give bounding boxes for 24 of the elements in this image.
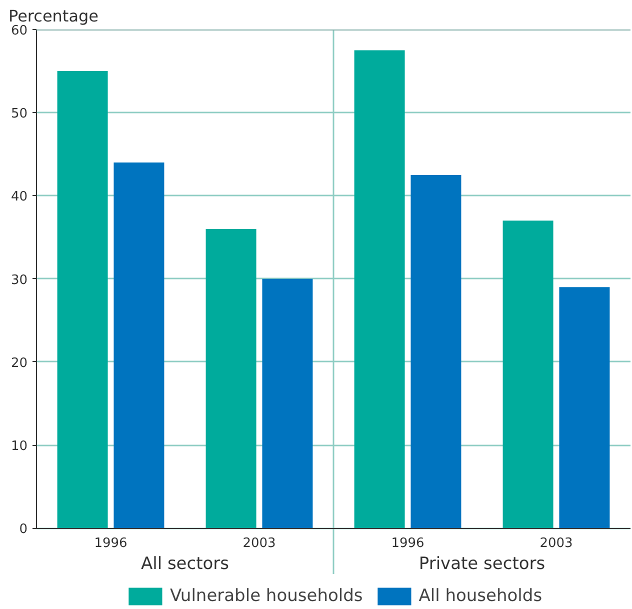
text: Private sectors [418,554,546,574]
bar [502,220,554,528]
y-tick-label: 50 [10,106,28,122]
y-tick-label: 60 [10,24,28,38]
y-tick-label: 30 [10,272,28,288]
y-tick-label: 20 [10,356,28,371]
bar [354,50,405,528]
y-tick-label: 10 [10,439,28,454]
y-tick-label: 0 [19,522,28,538]
legend-label: Vulnerable households [170,586,363,606]
y-tick-label: 40 [10,190,28,205]
bar [114,162,164,528]
bar [410,174,462,528]
y-axis-title: Percentage [8,6,99,26]
x-tick-label: 1996 [391,536,424,552]
x-tick-label: 2003 [242,536,276,552]
legend-label: All households [418,586,542,606]
x-tick-label: 2003 [540,536,573,552]
bar [559,287,610,528]
bar [262,278,313,528]
bar [57,71,108,528]
text: All sectors [140,554,230,574]
x-tick-label: 1996 [94,536,128,552]
bar [206,228,256,528]
